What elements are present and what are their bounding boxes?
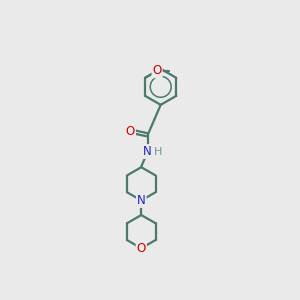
Text: O: O bbox=[152, 64, 162, 77]
Text: H: H bbox=[154, 146, 163, 157]
Text: N: N bbox=[143, 145, 152, 158]
Text: O: O bbox=[137, 242, 146, 255]
Text: N: N bbox=[137, 194, 146, 207]
Text: O: O bbox=[126, 125, 135, 138]
